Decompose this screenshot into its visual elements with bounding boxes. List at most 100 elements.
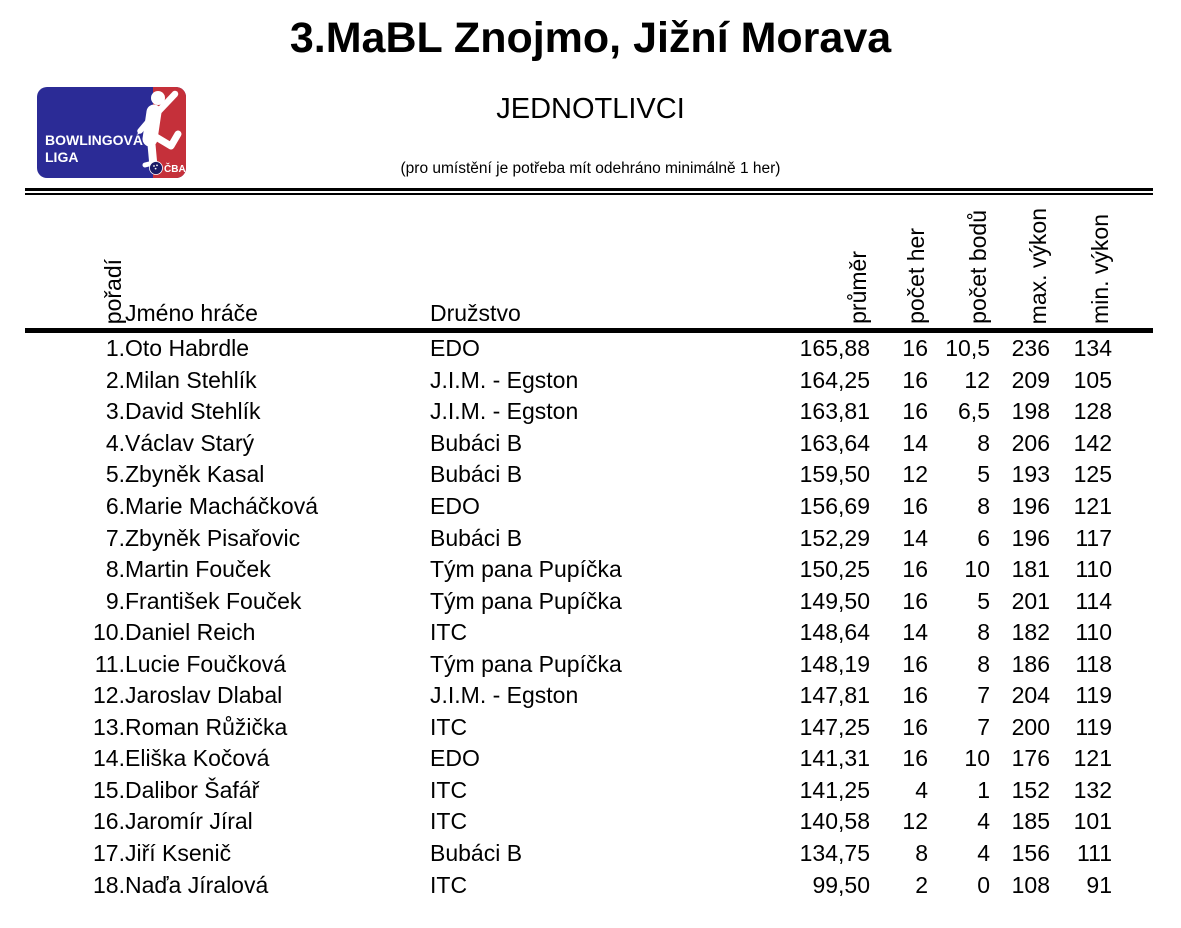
cell-max: 181 (1011, 556, 1050, 583)
cell-rank: 13. (93, 713, 125, 740)
cell-name: František Fouček (125, 587, 302, 614)
cell-games: 16 (902, 398, 928, 425)
header-divider (25, 188, 1153, 195)
cell-rank: 6. (105, 493, 125, 519)
row-spacer (1112, 331, 1153, 365)
cell-points: 6 (977, 524, 990, 551)
cell-max: 196 (1011, 493, 1050, 519)
cell-team: J.I.M. - Egston (430, 398, 579, 425)
table-row: 7. Zbyněk Pisařovic Bubáci B 152,29 14 6 196 11… (25, 522, 1153, 554)
cell-points: 12 (964, 366, 990, 393)
cell-rank: 7. (105, 524, 125, 551)
cell-rank: 17. (93, 840, 125, 867)
cell-team: Bubáci B (430, 840, 523, 867)
cell-rank: 18. (93, 871, 125, 898)
cell-rank: 14. (93, 745, 125, 772)
logo-line2: LIGA (45, 149, 78, 165)
cell-points: 6,5 (958, 398, 990, 425)
cell-rank: 9. (105, 587, 125, 614)
cell-name: Jiří Ksenič (125, 840, 232, 867)
cell-average: 156,69 (799, 493, 870, 519)
cell-name: Marie Macháčková (125, 493, 319, 519)
cell-games: 8 (915, 840, 928, 867)
cell-team: EDO (430, 335, 480, 362)
cell-average: 163,64 (799, 429, 870, 456)
table-row: 8. Martin Fouček Tým pana Pupíčka 150,25 16 1… (25, 554, 1153, 586)
header-row: pořadí Jméno hráče Družstvo průměr počet… (25, 197, 1153, 333)
cell-name: David Stehlík (125, 398, 261, 425)
cell-games: 16 (902, 493, 928, 519)
row-spacer (1112, 617, 1153, 649)
header-average: průměr (780, 197, 871, 333)
cell-name: Roman Růžička (125, 713, 288, 740)
cell-rank: 5. (105, 461, 125, 488)
cell-rank: 15. (93, 776, 125, 803)
cell-min: 134 (1073, 335, 1112, 362)
cell-points: 8 (977, 650, 990, 677)
table-row: 18. Naďa Jíralová ITC 99,50 2 0 108 91 (25, 869, 1153, 901)
cell-max: 206 (1011, 429, 1050, 456)
cell-max: 236 (1011, 335, 1050, 362)
cell-games: 12 (902, 461, 928, 488)
cell-name: Lucie Foučková (125, 650, 287, 677)
cell-average: 152,29 (799, 524, 870, 551)
table-row: 10. Daniel Reich ITC 148,64 14 8 182 110 (25, 617, 1153, 649)
cell-name: Václav Starý (125, 429, 255, 456)
row-spacer (1112, 648, 1153, 680)
cell-min: 114 (1075, 587, 1112, 614)
cell-team: ITC (430, 808, 468, 835)
row-spacer (1112, 585, 1153, 617)
cell-min: 119 (1075, 713, 1112, 740)
cell-team: Bubáci B (430, 524, 523, 551)
cell-team: ITC (430, 871, 468, 898)
cell-rank: 8. (105, 556, 125, 583)
cell-team: EDO (430, 745, 480, 772)
cell-name: Zbyněk Kasal (125, 461, 265, 488)
table-row: 4. Václav Starý Bubáci B 163,64 14 8 206 142 (25, 428, 1153, 460)
cell-name: Oto Habrdle (125, 335, 250, 362)
row-spacer (1112, 838, 1153, 870)
row-spacer (1112, 459, 1153, 491)
cell-team: Tým pana Pupíčka (430, 587, 622, 614)
table-row: 11. Lucie Foučková Tým pana Pupíčka 148,19 1… (25, 648, 1153, 680)
cell-games: 16 (902, 682, 928, 709)
cell-points: 7 (977, 713, 990, 740)
cell-name: Dalibor Šafář (125, 776, 260, 803)
cell-average: 165,88 (799, 335, 870, 362)
logo-badge: ČBA (164, 162, 186, 175)
cell-min: 132 (1073, 776, 1112, 803)
cell-points: 1 (977, 776, 990, 803)
cell-name: Jaroslav Dlabal (125, 682, 283, 709)
cell-name: Naďa Jíralová (125, 871, 269, 898)
bowling-league-logo-graphic: BOWLINGOVÁ LIGA ČBA (37, 87, 186, 178)
cell-max: 152 (1011, 776, 1050, 803)
cell-min: 118 (1075, 650, 1112, 677)
cell-games: 16 (902, 713, 928, 740)
cell-points: 0 (977, 871, 990, 898)
row-spacer (1112, 743, 1153, 775)
cell-team: ITC (430, 713, 468, 740)
table-row: 2. Milan Stehlík J.I.M. - Egston 164,25 16 12… (25, 365, 1153, 397)
standings-table: pořadí Jméno hráče Družstvo průměr počet… (25, 197, 1153, 901)
cell-average: 150,25 (799, 556, 870, 583)
logo-line1: BOWLINGOVÁ (45, 132, 143, 148)
cell-min: 128 (1073, 398, 1112, 425)
cell-average: 159,50 (799, 461, 870, 488)
cell-games: 2 (915, 871, 928, 898)
cell-max: 182 (1011, 619, 1050, 646)
row-spacer (1112, 869, 1153, 901)
cell-max: 209 (1011, 366, 1050, 393)
row-spacer (1112, 554, 1153, 586)
cell-rank: 11. (94, 650, 125, 677)
cell-points: 8 (977, 619, 990, 646)
cell-max: 108 (1011, 871, 1050, 898)
cell-average: 147,81 (799, 682, 870, 709)
cell-min: 142 (1073, 429, 1112, 456)
cell-max: 198 (1011, 398, 1050, 425)
cell-min: 121 (1073, 493, 1112, 519)
cell-max: 201 (1011, 587, 1050, 614)
cell-name: Martin Fouček (125, 556, 271, 583)
cell-points: 10,5 (945, 335, 990, 362)
page-title: 3.MaBL Znojmo, Jižní Morava (289, 14, 892, 62)
